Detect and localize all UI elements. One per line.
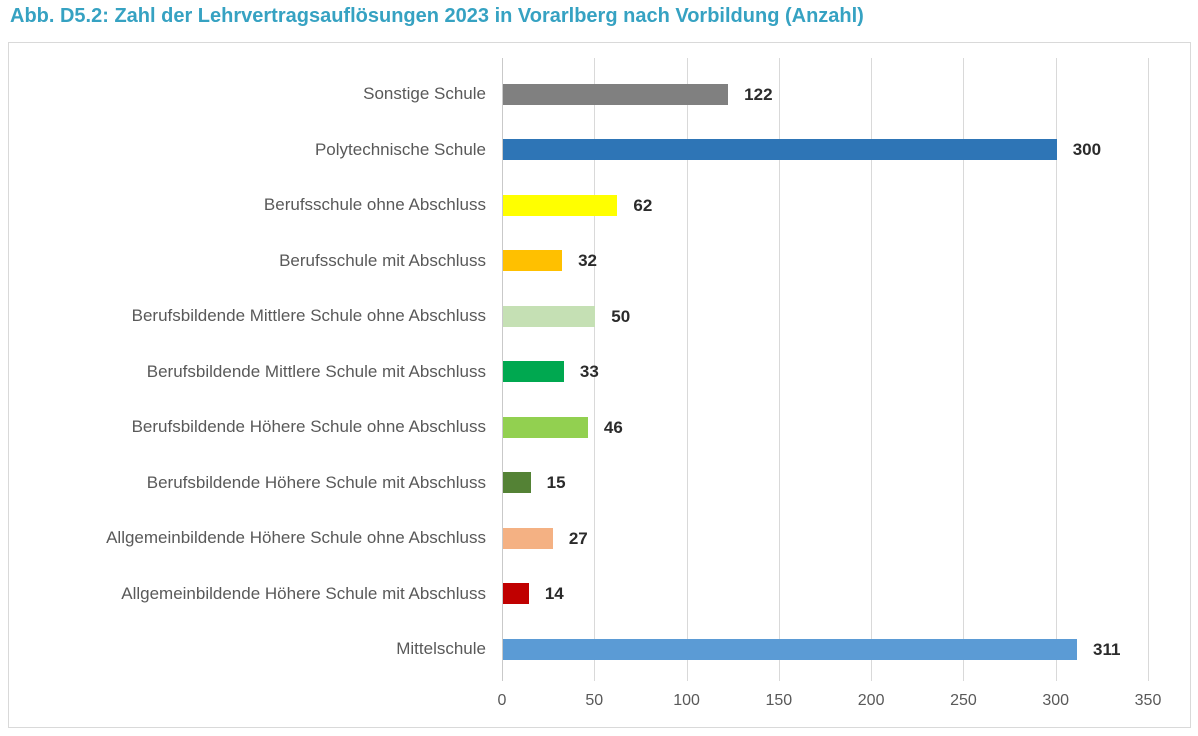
chart-title: Abb. D5.2: Zahl der Lehrvertragsauflösun… <box>10 5 864 27</box>
category-label: Allgemeinbildende Höhere Schule mit Absc… <box>121 583 486 603</box>
x-tick-label: 200 <box>857 692 885 709</box>
gridline-x-300 <box>1055 58 1057 681</box>
x-tick-label: 350 <box>1134 692 1162 709</box>
chart-plot-frame: Sonstige Schule 122 Polytechnische Schule 3… <box>8 42 1191 728</box>
category-label: Berufsbildende Mittlere Schule mit Absch… <box>146 361 486 381</box>
x-tick-label: 0 <box>497 692 507 709</box>
category-label: Allgemeinbildende Höhere Schule ohne Abs… <box>106 528 486 547</box>
value-label: 14 <box>544 584 564 603</box>
bar <box>503 361 564 382</box>
gridline-x-200 <box>871 58 873 681</box>
gridline-x-250 <box>963 58 965 681</box>
gridline-x-50 <box>594 58 596 681</box>
bar <box>503 83 729 105</box>
x-tick-label: 100 <box>673 692 700 709</box>
category-label: Polytechnische Schule <box>314 139 486 159</box>
category-label: Berufsschule ohne Abschluss <box>263 195 486 214</box>
value-label: 50 <box>611 306 631 326</box>
x-tick-label: 150 <box>765 692 793 709</box>
bar <box>503 472 531 493</box>
category-label: Berufsbildende Mittlere Schule ohne Absc… <box>131 306 486 325</box>
category-label: Mittelschule <box>396 639 486 658</box>
category-label: Berufsschule mit Abschluss <box>279 250 486 270</box>
category-label: Sonstige Schule <box>363 84 486 103</box>
value-label: 300 <box>1072 140 1102 159</box>
bar <box>503 527 553 549</box>
gridline-x-150 <box>778 58 780 681</box>
category-label: Berufsbildende Höhere Schule mit Abschlu… <box>146 472 486 492</box>
bar <box>503 416 588 438</box>
category-label: Berufsbildende Höhere Schule ohne Abschl… <box>131 417 486 436</box>
value-label: 32 <box>578 251 597 270</box>
gridline-x-0 <box>502 58 503 681</box>
x-tick-label: 250 <box>950 692 977 709</box>
bar <box>503 583 529 604</box>
bar <box>503 139 1057 160</box>
value-label: 62 <box>633 195 653 215</box>
x-tick-label: 50 <box>585 692 604 709</box>
value-label: 122 <box>744 84 773 104</box>
value-label: 15 <box>546 473 566 492</box>
bar <box>503 250 563 271</box>
x-tick-label: 300 <box>1042 692 1070 709</box>
bar <box>503 638 1078 660</box>
gridline-x-350 <box>1148 58 1149 681</box>
gridline-x-100 <box>686 58 688 681</box>
value-label: 46 <box>603 417 623 437</box>
bar <box>503 194 618 216</box>
value-label: 311 <box>1093 639 1121 659</box>
value-label: 27 <box>568 528 588 548</box>
bar <box>503 305 596 327</box>
value-label: 33 <box>579 362 599 381</box>
